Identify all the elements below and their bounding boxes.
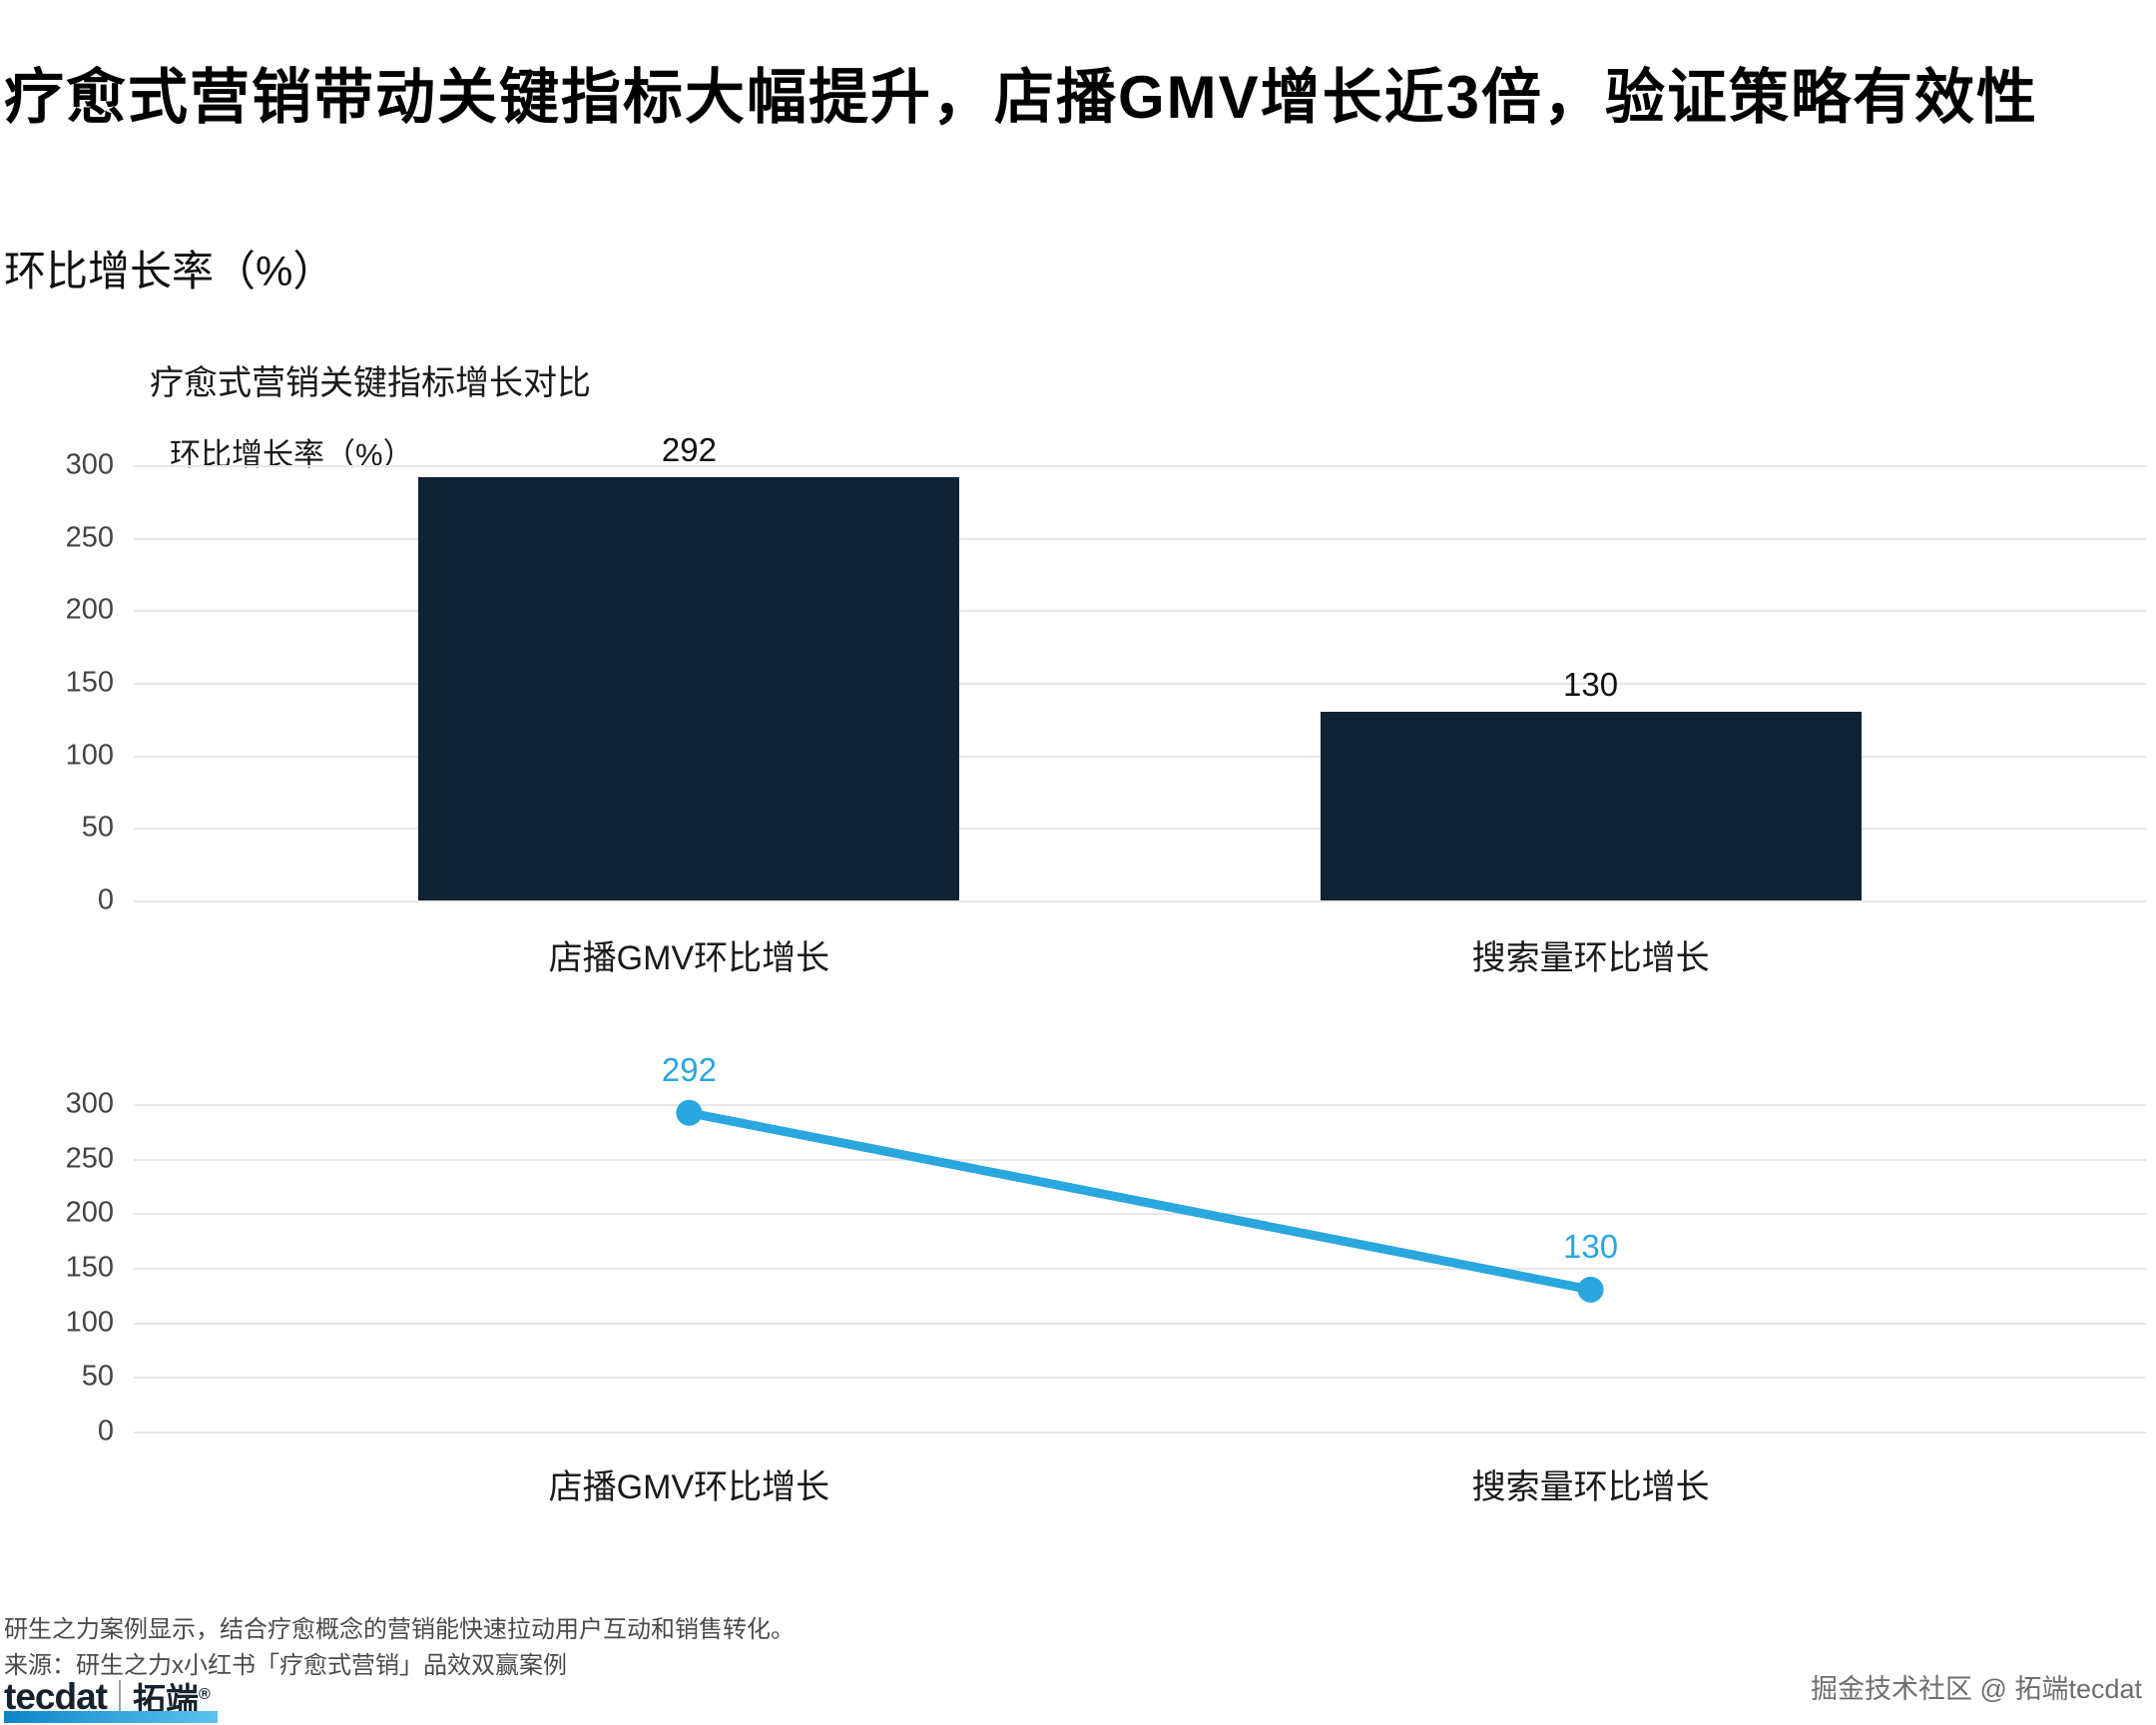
line-value-label: 130 xyxy=(1563,1227,1619,1265)
gridline xyxy=(134,900,2146,902)
bar-chart-block: 疗愈式营销关键指标增长对比 环比增长率（%） 0 50 100 150 200 250 30… xyxy=(0,355,2156,1034)
line-chart-plot: 292 130 xyxy=(134,1051,2146,1434)
bar-chart-category-axis: 店播GMV环比增长 搜索量环比增长 xyxy=(134,930,2146,977)
line-chart-category-axis: 店播GMV环比增长 搜索量环比增长 xyxy=(134,1459,2146,1506)
y-axis-tick: 0 xyxy=(97,883,114,916)
y-axis-tick: 100 xyxy=(65,739,114,772)
gridline xyxy=(134,1268,2146,1270)
logo-text-en: tecdat xyxy=(4,1676,108,1717)
bar-chart-plot: 292 130 xyxy=(134,431,2146,902)
credit-text: 掘金技术社区 @ 拓端tecdat xyxy=(1811,1674,2142,1704)
y-axis-tick: 200 xyxy=(65,593,114,626)
y-axis-tick: 300 xyxy=(65,1087,114,1120)
line-value-label: 292 xyxy=(661,1050,717,1088)
bar-value-label: 130 xyxy=(1563,666,1619,704)
y-axis-tick: 300 xyxy=(65,448,114,481)
footer-note-2: 来源：研生之力x小红书「疗愈式营销」品效双赢案例 xyxy=(4,1652,567,1679)
y-axis-tick: 150 xyxy=(65,666,114,699)
y-axis-tick: 250 xyxy=(65,1142,114,1175)
y-axis-tick: 100 xyxy=(65,1306,114,1339)
gridline xyxy=(134,1158,2146,1161)
gridline xyxy=(134,1377,2146,1380)
logo-accent-bar xyxy=(4,1711,218,1723)
registered-mark: ® xyxy=(198,1686,211,1703)
page-title: 疗愈式营销带动关键指标大幅提升，店播GMV增长近3倍，验证策略有效性 xyxy=(4,64,2039,131)
gridline xyxy=(134,537,2146,540)
gridline xyxy=(134,755,2146,758)
gridline xyxy=(134,1322,2146,1325)
category-label: 店播GMV环比增长 xyxy=(548,939,830,977)
gridline xyxy=(134,828,2146,831)
page-subtitle: 环比增长率（%） xyxy=(4,248,335,294)
line-point xyxy=(676,1099,703,1126)
bar-chart-title: 疗愈式营销关键指标增长对比 xyxy=(150,364,591,402)
gridline xyxy=(134,1432,2146,1434)
bar xyxy=(1320,712,1862,900)
y-axis-tick: 50 xyxy=(81,811,114,844)
gridline xyxy=(134,683,2146,685)
y-axis-tick: 150 xyxy=(65,1251,114,1284)
line-chart-block: 0 50 100 150 200 250 300 292 130 店播GMV环比增长 搜索量环比… xyxy=(0,1051,2156,1523)
line-series xyxy=(676,1099,1604,1303)
logo-divider xyxy=(118,1680,121,1714)
category-label: 搜索量环比增长 xyxy=(1471,939,1710,977)
gridline xyxy=(134,610,2146,613)
bar xyxy=(418,476,960,900)
gridline xyxy=(134,1213,2146,1216)
category-label: 店播GMV环比增长 xyxy=(548,1468,830,1506)
line-chart-y-axis: 0 50 100 150 200 250 300 xyxy=(0,1088,114,1447)
y-axis-tick: 50 xyxy=(81,1360,114,1393)
y-axis-tick: 200 xyxy=(65,1196,114,1229)
category-label: 搜索量环比增长 xyxy=(1471,1468,1710,1506)
bar-value-label: 292 xyxy=(661,430,717,468)
bar-chart-y-axis: 0 50 100 150 200 250 300 xyxy=(0,449,114,916)
gridline xyxy=(134,1104,2146,1106)
y-axis-tick: 250 xyxy=(65,521,114,554)
y-axis-tick: 0 xyxy=(97,1415,114,1447)
line-point xyxy=(1577,1276,1604,1303)
footer-note-1: 研生之力案例显示，结合疗愈概念的营销能快速拉动用户互动和销售转化。 xyxy=(4,1616,795,1643)
gridline xyxy=(134,465,2146,467)
